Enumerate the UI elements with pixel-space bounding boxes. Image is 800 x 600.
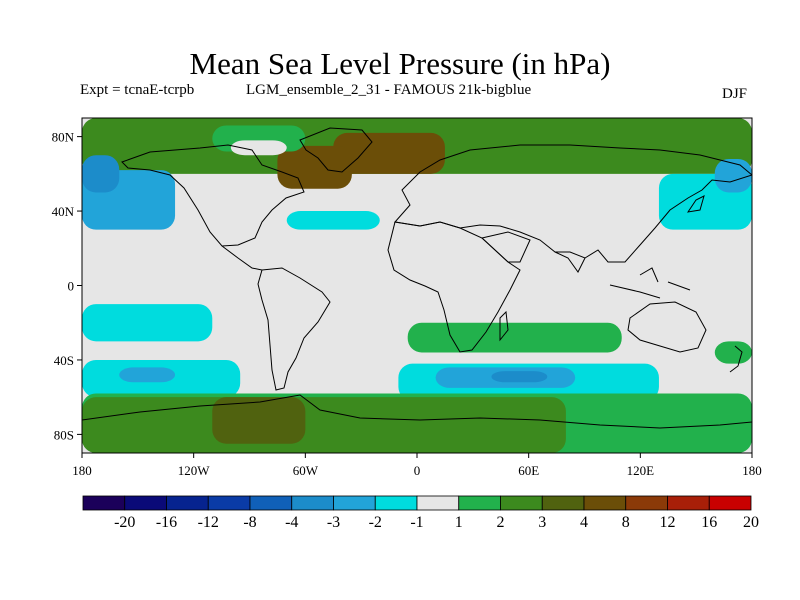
colorbar-swatch [458,495,501,511]
pressure-field [82,118,752,453]
map-axes: 180 120W 60W 0 60E 120E 180 80N 40N 0 40S 80S [52,130,762,478]
y-tick-label: 80S [54,427,74,442]
field-band [82,304,213,342]
colorbar-label: 3 [538,514,546,531]
y-tick-label: 80N [52,130,75,145]
colorbar-swatch [500,495,543,511]
colorbar-swatch [708,495,752,511]
field-band [212,397,306,444]
coastline-australia [627,301,707,353]
colorbar-label: -8 [243,514,256,531]
colorbar-label: 1 [455,514,463,531]
colorbar-swatch [541,495,585,511]
coastline-eurasia [394,144,752,263]
field-band [230,140,287,156]
coastline-japan [686,195,705,213]
experiment-label: Expt = tcnaE-tcrpb [80,82,195,98]
colorbar-swatch [207,495,251,511]
colorbar-label: -2 [369,514,382,531]
colorbar-label: -12 [198,514,219,531]
x-tick-label: 120W [178,463,211,478]
coastline-south-america [257,267,331,391]
y-tick-label: 40N [52,204,75,219]
field-band [119,367,176,383]
coastline-north-america [121,144,305,247]
colorbar-swatch [124,495,167,511]
colorbar-label: -3 [327,514,340,531]
colorbar-label: 20 [743,514,759,531]
coastline-new-zealand [729,345,743,373]
colorbar-swatch [333,495,376,511]
map-title: Mean Sea Level Pressure (in hPa) [189,46,611,81]
colorbar-label: -4 [285,514,298,531]
y-tick-label: 0 [68,279,75,294]
coastline-india [554,251,586,273]
coastline-central-america [221,245,263,271]
field-band [286,211,380,230]
colorbar-label: -20 [114,514,135,531]
field-band [379,225,529,245]
colorbar-swatch [625,495,668,511]
colorbar-swatch [166,495,209,511]
colorbar-label: -16 [156,514,177,531]
field-band [333,132,445,174]
ensemble-label: LGM_ensemble_2_31 - FAMOUS 21k-bigblue [246,82,532,98]
x-tick-label: 60E [518,463,539,478]
y-tick-label: 40S [54,353,74,368]
coastline-greenland [299,127,373,173]
coastline-madagascar [499,310,509,342]
colorbar-swatch [583,495,627,511]
colorbar-label: 4 [580,514,588,531]
x-tick-label: 180 [72,463,92,478]
colorbar-label: 16 [701,514,717,531]
x-tick-label: 60W [293,463,319,478]
coastline-arabia [480,231,531,263]
field-band [407,322,622,353]
field-band [277,145,352,189]
coastline-indonesia [609,267,691,299]
x-tick-label: 180 [742,463,762,478]
colorbar-label: -1 [410,514,423,531]
season-label: DJF [722,86,748,102]
coastlines [82,127,752,429]
colorbar-swatch [667,495,710,511]
colorbar: -20 -16 -12 -8 -4 -3 -2 -1 1 2 3 4 8 12 16 20 [82,495,759,531]
colorbar-swatch [82,495,126,511]
field-band [714,341,752,364]
colorbar-swatch [291,495,334,511]
colorbar-label: 2 [497,514,505,531]
colorbar-swatch [249,495,293,511]
field-band [714,158,752,193]
x-tick-label: 0 [414,463,421,478]
colorbar-label: 12 [660,514,676,531]
colorbar-swatch [416,495,460,511]
field-band [82,155,120,193]
colorbar-swatch [374,495,418,511]
coastline-antarctica [82,394,752,429]
coastline-africa [387,221,521,353]
colorbar-label: 8 [622,514,630,531]
field-band [491,371,548,383]
field-band [82,397,566,453]
x-tick-label: 120E [627,463,655,478]
